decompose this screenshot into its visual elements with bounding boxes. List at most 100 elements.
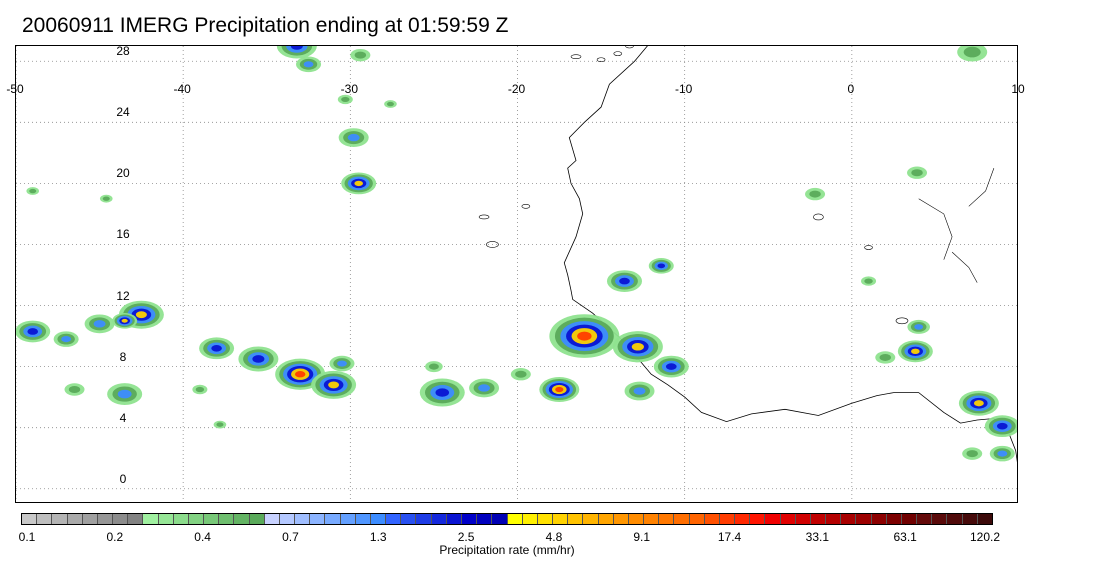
color-bar-swatch <box>856 514 872 524</box>
color-bar-swatch <box>461 514 478 524</box>
color-bar-swatch <box>537 514 554 524</box>
color-bar-swatch <box>947 514 963 524</box>
color-bar-swatch <box>719 514 736 524</box>
lat-tick-label: 0 <box>119 471 127 486</box>
precip-cell-23-level-1 <box>429 363 439 370</box>
color-bar-label: 0.1 <box>18 530 36 544</box>
color-bar-swatch <box>841 514 857 524</box>
coastline <box>563 46 1017 463</box>
lon-tick-label: -40 <box>173 82 191 96</box>
precip-cell-35-level-4 <box>973 400 984 407</box>
color-bar-label: 2.5 <box>457 530 475 544</box>
color-bar-swatch <box>401 514 417 524</box>
precip-cell-5-level-3 <box>211 344 222 352</box>
precip-cell-38-level-1 <box>966 450 978 458</box>
precip-cell-31-level-3 <box>657 263 666 269</box>
lon-tick-label: -50 <box>6 82 24 96</box>
color-bar-swatch <box>644 514 660 524</box>
lon-tick-label: -20 <box>507 82 526 96</box>
precip-cell-7-level-5 <box>294 371 306 378</box>
precip-cell-12-level-4 <box>354 180 363 187</box>
color-bar-swatch <box>704 514 720 524</box>
color-bar-label: 63.1 <box>893 530 917 544</box>
precip-cell-1-level-2 <box>61 336 72 343</box>
precip-cell-2-level-2 <box>93 320 106 328</box>
precip-cell-28-level-3 <box>665 363 677 370</box>
precip-cell-39-level-1 <box>354 51 367 59</box>
lon-tick-label: -10 <box>674 82 693 96</box>
color-bar-label: 9.1 <box>633 530 651 544</box>
lat-tick-label: 28 <box>116 44 130 59</box>
color-bar-swatch <box>143 514 159 524</box>
precip-cell-20-level-1 <box>102 196 110 201</box>
lake-outline <box>813 213 824 221</box>
color-bar-swatch <box>507 514 523 524</box>
color-bar-swatch <box>810 514 827 524</box>
precip-cell-16-level-1 <box>68 386 81 393</box>
color-bar-swatch <box>204 514 220 524</box>
precip-cell-43-level-1 <box>911 169 923 177</box>
color-bar-swatch <box>689 514 705 524</box>
color-bar-label: 0.2 <box>106 530 124 544</box>
precip-cell-40-level-1 <box>386 101 394 107</box>
lake-outline <box>895 317 909 325</box>
precip-cell-32-level-4 <box>911 348 920 355</box>
color-bar-swatch <box>173 514 189 524</box>
color-bar-label: 0.4 <box>194 530 211 544</box>
color-bar-swatch <box>325 514 341 524</box>
color-bar-swatch <box>219 514 235 524</box>
lake-outline <box>486 241 499 248</box>
precip-cell-37-level-2 <box>997 450 1008 457</box>
color-bar-swatch <box>279 514 296 524</box>
color-bar-swatch <box>674 514 690 524</box>
lat-tick-label: 8 <box>119 349 127 364</box>
lat-tick-label: 24 <box>116 105 130 120</box>
lon-tick-label: -30 <box>340 82 358 96</box>
color-bar-swatch <box>188 514 205 524</box>
lake-outline <box>596 57 606 63</box>
map-canvas <box>16 46 1017 502</box>
precip-cell-34-level-1 <box>879 353 891 361</box>
precip-cell-18-level-1 <box>216 422 224 427</box>
lat-tick-label: 16 <box>116 227 130 242</box>
precip-cell-42-level-1 <box>809 190 821 198</box>
color-bar-swatch <box>82 514 98 524</box>
precip-cell-30-level-3 <box>619 277 630 285</box>
precip-cell-8-level-4 <box>328 381 340 389</box>
color-bar-swatch <box>977 514 992 524</box>
river-outline <box>951 251 978 283</box>
precip-cell-21-level-3 <box>435 388 450 397</box>
precip-cell-17-level-1 <box>195 386 205 393</box>
precip-cell-26-level-5 <box>577 331 592 341</box>
color-bar-swatch <box>826 514 842 524</box>
color-bar-swatch <box>431 514 447 524</box>
lat-tick-label: 20 <box>116 166 130 181</box>
color-bar-swatch <box>340 514 356 524</box>
color-bar-swatch <box>37 514 53 524</box>
color-bar-swatch <box>249 514 265 524</box>
color-bar-swatch <box>416 514 432 524</box>
lake-outline <box>478 214 490 220</box>
precip-cell-25-level-1 <box>515 370 527 378</box>
color-bar <box>21 513 993 525</box>
color-bar-swatch <box>583 514 599 524</box>
color-bar-swatch <box>901 514 918 524</box>
color-bar-swatch <box>97 514 114 524</box>
precip-cell-13-level-2 <box>347 133 360 142</box>
precip-cell-33-level-2 <box>914 324 924 330</box>
lake-outline <box>613 51 623 56</box>
river-outline <box>968 167 995 207</box>
color-bar-swatch <box>568 514 584 524</box>
map-title: 20060911 IMERG Precipitation ending at 0… <box>22 14 509 37</box>
color-bar-swatch <box>962 514 978 524</box>
precip-cell-29-level-2 <box>633 387 646 395</box>
precip-cell-4-level-4 <box>121 318 128 323</box>
color-bar-label: 33.1 <box>805 530 830 544</box>
precip-cell-11-level-2 <box>303 61 314 68</box>
color-bar-swatch <box>780 514 796 524</box>
color-bar-swatch <box>234 514 250 524</box>
color-bar-swatch <box>613 514 629 524</box>
color-bar-swatch <box>295 514 311 524</box>
color-bar-swatch <box>598 514 614 524</box>
color-bar-swatch <box>310 514 326 524</box>
